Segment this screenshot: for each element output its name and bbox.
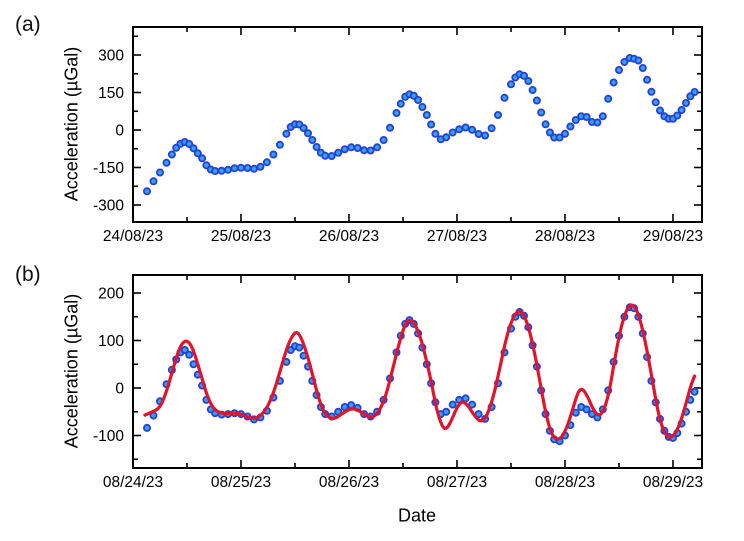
panel-a-data-points bbox=[142, 54, 699, 196]
panel-b-x-tick-labels: 08/24/23 08/25/23 08/26/23 08/27/23 08/28/23… bbox=[103, 474, 703, 491]
x-tick-label: 08/24/23 bbox=[103, 474, 163, 491]
panel-b-label: (b) bbox=[15, 263, 41, 286]
x-tick-label: 08/25/23 bbox=[211, 474, 271, 491]
x-tick-label: 28/08/23 bbox=[535, 228, 595, 245]
panel-b-ticks bbox=[132, 276, 701, 467]
panel-b: 08/24/23 08/25/23 08/26/23 08/27/23 08/28/23… bbox=[93, 274, 703, 491]
panel-b-model-fit-line bbox=[143, 303, 697, 441]
panel-b-frame bbox=[132, 274, 703, 469]
panel-b-y-axis-title: Acceleration (µGal) bbox=[61, 293, 82, 449]
panel-a-ticks bbox=[132, 28, 701, 221]
x-tick-label: 08/26/23 bbox=[319, 474, 379, 491]
x-axis-title: Date bbox=[397, 505, 437, 526]
panel-b-data-points bbox=[142, 303, 699, 446]
y-tick-label: 150 bbox=[98, 85, 124, 102]
y-tick-label: 200 bbox=[98, 286, 124, 303]
panel-a-y-axis-title: Acceleration (µGal) bbox=[61, 46, 82, 202]
panel-b-y-tick-labels: 200 100 0 -100 bbox=[93, 286, 124, 446]
y-tick-label: 0 bbox=[115, 381, 124, 398]
y-tick-label: 300 bbox=[98, 48, 124, 65]
y-tick-label: 0 bbox=[115, 123, 124, 140]
panel-a-x-tick-labels: 24/08/23 25/08/23 26/08/23 27/08/23 28/08/23… bbox=[103, 228, 703, 245]
x-tick-label: 08/28/23 bbox=[535, 474, 595, 491]
panel-a: 24/08/23 25/08/23 26/08/23 27/08/23 28/08/23… bbox=[93, 26, 703, 245]
panel-a-frame bbox=[132, 26, 703, 223]
x-tick-label: 24/08/23 bbox=[103, 228, 163, 245]
y-tick-label: -100 bbox=[93, 428, 124, 445]
x-tick-label: 08/29/23 bbox=[643, 474, 703, 491]
x-tick-label: 27/08/23 bbox=[427, 228, 487, 245]
x-tick-label: 08/27/23 bbox=[427, 474, 487, 491]
panel-a-label: (a) bbox=[15, 13, 41, 36]
panel-a-y-tick-labels: 300 150 0 -150 -300 bbox=[93, 48, 124, 215]
x-tick-label: 25/08/23 bbox=[211, 228, 271, 245]
x-tick-label: 26/08/23 bbox=[319, 228, 379, 245]
y-tick-label: -150 bbox=[93, 160, 124, 177]
y-tick-label: 100 bbox=[98, 333, 124, 350]
y-tick-label: -300 bbox=[93, 198, 124, 215]
x-tick-label: 29/08/23 bbox=[643, 228, 703, 245]
